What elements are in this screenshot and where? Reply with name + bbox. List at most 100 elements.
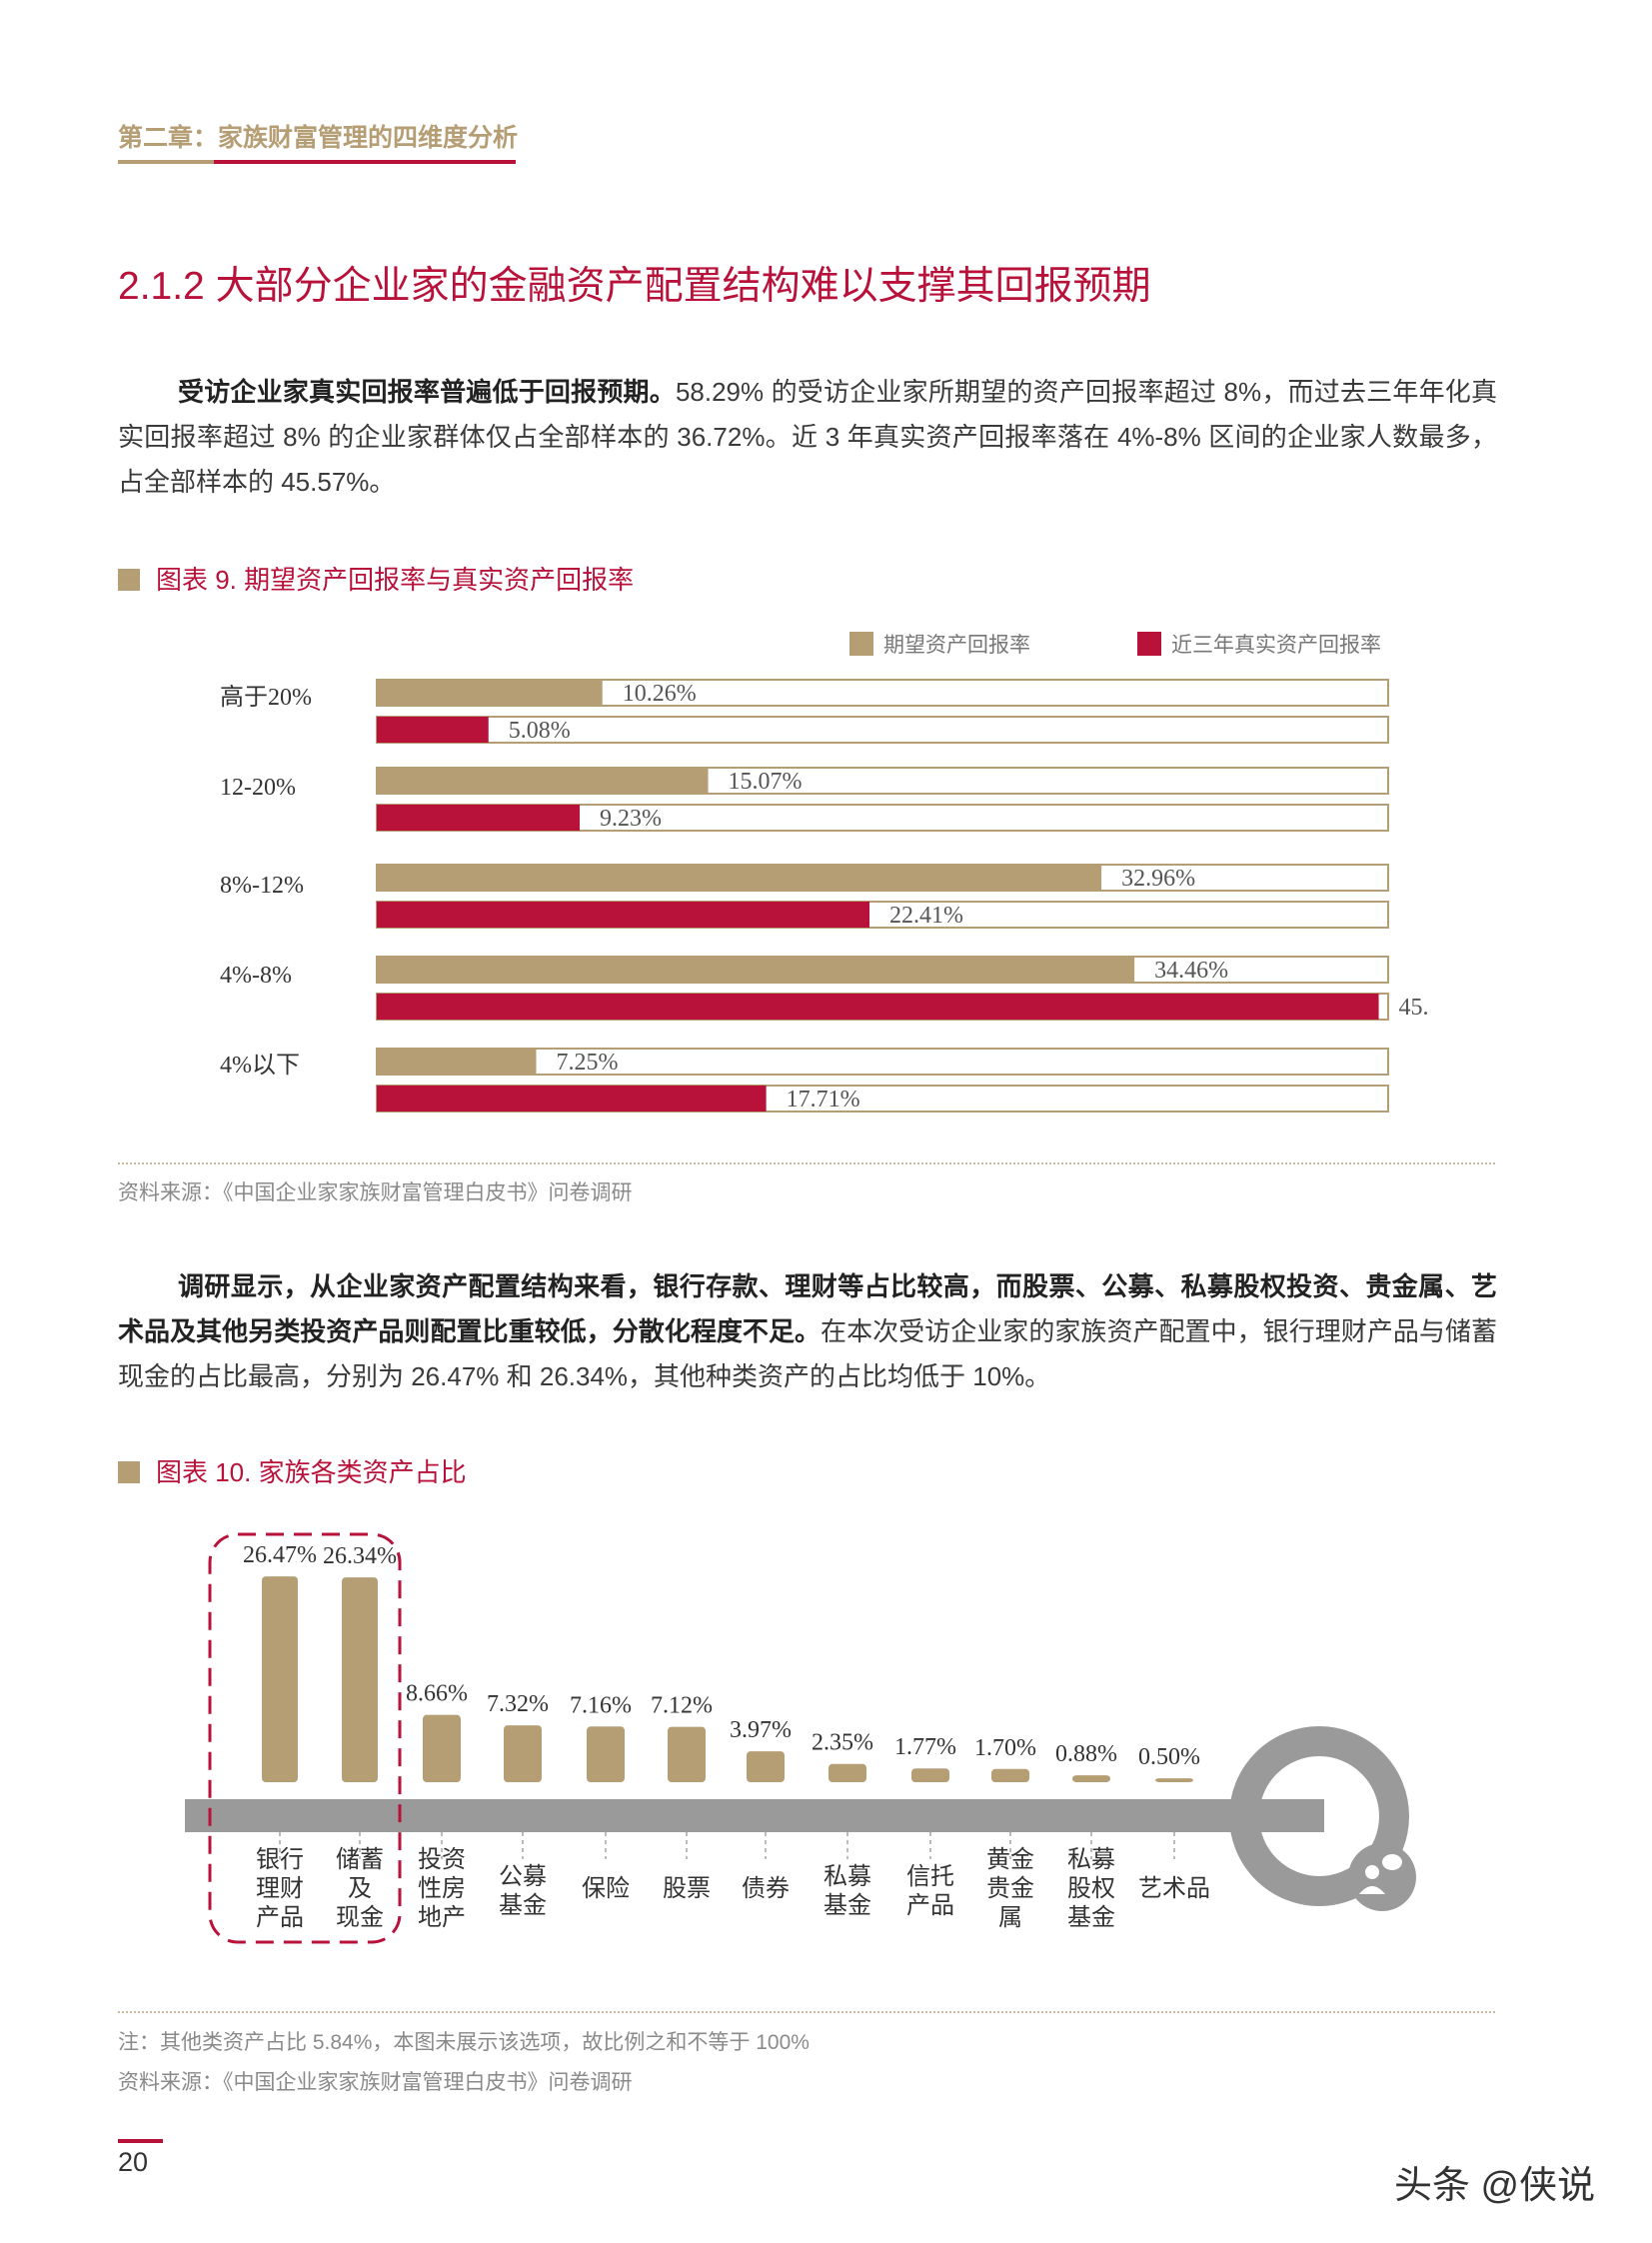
figure-10-source: 资料来源：《中国企业家家族财富管理白皮书》问卷调研 xyxy=(118,2071,633,2094)
figure-9-title: 图表 9. 期望资产回报率与真实资产回报率 xyxy=(118,560,634,597)
category-label: 12-20% xyxy=(220,775,296,801)
data-label: 34.46% xyxy=(1154,958,1228,984)
category-label: 产品 xyxy=(906,1892,954,1919)
data-label: 7.25% xyxy=(557,1050,619,1076)
bar xyxy=(504,1725,542,1782)
category-label: 及 xyxy=(348,1876,372,1902)
bar xyxy=(262,1576,298,1782)
data-label: 7.32% xyxy=(487,1691,549,1717)
highlight-box xyxy=(208,1532,402,1944)
category-label: 基金 xyxy=(499,1892,547,1919)
bar xyxy=(1072,1775,1110,1782)
icon-bubble xyxy=(1382,1854,1402,1870)
category-label: 地产 xyxy=(418,1904,466,1931)
data-label: 45.57% xyxy=(1399,995,1429,1021)
category-label: 高于20% xyxy=(220,684,312,711)
category-label: 现金 xyxy=(336,1904,384,1931)
category-label: 股票 xyxy=(663,1876,711,1902)
data-label: 9.23% xyxy=(600,806,662,832)
category-label: 性房 xyxy=(418,1875,466,1902)
section-title: 2.1.2 大部分企业家的金融资产配置结构难以支撑其回报预期 xyxy=(118,265,1151,308)
figure-9-source: 资料来源：《中国企业家家族财富管理白皮书》问卷调研 xyxy=(118,1181,633,1204)
category-label: 4%以下 xyxy=(220,1053,300,1079)
category-label: 银行 xyxy=(256,1846,304,1873)
category-label: 产品 xyxy=(256,1904,304,1931)
category-label: 信托 xyxy=(906,1863,954,1890)
paragraph-2-body: 在本次受访企业家的家族资产配置中，银行理财产品与储蓄现金的占比最高，分别为 26… xyxy=(118,1316,1497,1391)
watermark: 头条 @侠说 xyxy=(1394,2165,1596,2207)
bar xyxy=(377,768,709,794)
legend-swatch xyxy=(849,632,873,656)
data-label: 7.12% xyxy=(651,1693,713,1719)
square-bullet-icon xyxy=(118,569,140,591)
bar xyxy=(1155,1778,1193,1782)
data-label: 8.66% xyxy=(406,1681,468,1707)
divider xyxy=(118,2011,1495,2013)
page-number-rule xyxy=(118,2139,163,2143)
category-label: 私募 xyxy=(1067,1846,1115,1873)
icon-head xyxy=(1365,1865,1379,1879)
figure-10-title: 图表 10. 家族各类资产占比 xyxy=(118,1452,467,1489)
bar xyxy=(377,805,581,831)
data-label: 15.07% xyxy=(729,769,803,795)
category-label: 投资 xyxy=(418,1846,466,1873)
category-label: 4%-8% xyxy=(220,963,292,989)
category-label: 基金 xyxy=(824,1892,871,1919)
bar xyxy=(423,1714,461,1782)
paragraph-1-body: 58.29% 的受访企业家所期望的资产回报率超过 8%，而过去三年年化真实回报率… xyxy=(118,377,1497,497)
bar xyxy=(747,1751,785,1782)
category-label: 保险 xyxy=(582,1875,630,1902)
data-label: 17.71% xyxy=(787,1087,860,1113)
axis-track xyxy=(185,1799,1324,1832)
category-label: 8%-12% xyxy=(220,873,304,899)
bar xyxy=(377,994,1379,1020)
paragraph-2-lead: 调研显示，从企业家资产配置结构来看，银行存款、理财等占比较高，而股票、公募、私募… xyxy=(118,1271,1497,1346)
bar xyxy=(668,1726,706,1782)
category-label: 理财 xyxy=(256,1875,304,1902)
bar xyxy=(377,957,1135,983)
bar xyxy=(911,1768,949,1782)
page-number: 20 xyxy=(118,2147,149,2177)
chapter-rule-accent xyxy=(214,160,516,164)
bar xyxy=(342,1577,378,1782)
icon-body xyxy=(1359,1886,1385,1894)
legend-swatch xyxy=(1137,632,1161,656)
data-label: 0.50% xyxy=(1138,1744,1200,1770)
category-label: 储蓄 xyxy=(336,1846,384,1873)
paragraph-1: 受访企业家真实回报率普遍低于回报预期。58.29% 的受访企业家所期望的资产回报… xyxy=(118,370,1497,505)
data-label: 10.26% xyxy=(623,681,697,707)
data-label: 26.47% xyxy=(243,1542,317,1568)
icon-bg xyxy=(1348,1843,1416,1911)
data-label: 0.88% xyxy=(1055,1741,1117,1767)
category-label: 贵金 xyxy=(986,1875,1034,1902)
data-label: 7.16% xyxy=(570,1692,632,1718)
bar xyxy=(377,902,870,928)
bar xyxy=(377,717,489,743)
legend-label: 期望资产回报率 xyxy=(883,633,1030,657)
ring-emblem xyxy=(1229,1726,1409,1906)
data-label: 26.34% xyxy=(323,1543,397,1569)
data-label: 5.08% xyxy=(509,718,571,744)
category-label: 基金 xyxy=(1067,1904,1115,1931)
category-label: 黄金 xyxy=(986,1846,1034,1873)
data-label: 32.96% xyxy=(1121,866,1195,892)
chapter-title: 第二章：家族财富管理的四维度分析 xyxy=(118,124,519,152)
bar xyxy=(377,1049,537,1075)
data-label: 22.41% xyxy=(889,903,963,929)
figure-10-title-text: 图表 10. 家族各类资产占比 xyxy=(156,1457,467,1487)
bar xyxy=(991,1768,1029,1782)
bar xyxy=(377,1086,767,1112)
paragraph-1-lead: 受访企业家真实回报率普遍低于回报预期。 xyxy=(178,377,676,407)
bar xyxy=(377,865,1102,891)
bar xyxy=(587,1726,625,1782)
data-label: 1.77% xyxy=(894,1734,956,1760)
bar xyxy=(828,1763,866,1782)
category-label: 债券 xyxy=(742,1875,790,1902)
category-label: 公募 xyxy=(499,1863,547,1890)
figure-9-title-text: 图表 9. 期望资产回报率与真实资产回报率 xyxy=(156,565,635,595)
people-chat-icon xyxy=(1348,1843,1416,1911)
data-label: 1.70% xyxy=(974,1735,1036,1761)
paragraph-2: 调研显示，从企业家资产配置结构来看，银行存款、理财等占比较高，而股票、公募、私募… xyxy=(118,1264,1497,1399)
